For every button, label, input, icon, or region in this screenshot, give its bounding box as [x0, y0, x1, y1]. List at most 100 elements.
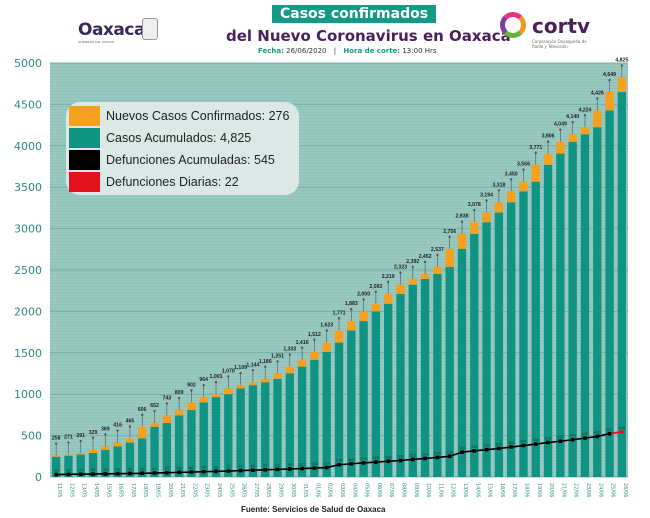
data-label-deaths: 92: [275, 462, 280, 467]
bar-new-cases: [433, 266, 442, 274]
bar-cumulative: [568, 141, 577, 477]
bar-new-cases: [593, 110, 602, 128]
x-tick-label: 28/05: [265, 483, 271, 497]
x-tick-label: 13/06: [462, 483, 468, 497]
data-label-cases: 271: [64, 435, 73, 441]
value-dot: [620, 64, 624, 67]
value-dot: [264, 365, 267, 368]
death-point: [128, 471, 132, 476]
death-point: [521, 443, 526, 448]
bar-cumulative: [310, 359, 319, 477]
bar-new-cases: [125, 438, 135, 443]
bar-new-cases: [470, 222, 479, 234]
value-dot: [546, 140, 550, 143]
bar-cumulative: [506, 202, 516, 478]
value-dot: [202, 383, 205, 387]
bar-cumulative: [174, 415, 184, 477]
data-label-cases: 652: [150, 403, 159, 409]
value-dot: [386, 280, 390, 284]
daily-deaths-segment: [609, 430, 622, 435]
data-label-cases: 3,078: [468, 202, 481, 208]
value-dot: [559, 128, 562, 131]
x-tick-label: 23/05: [204, 483, 210, 497]
value-dot: [485, 199, 488, 202]
y-tick-label: 2500: [14, 264, 42, 277]
bar-new-cases: [248, 382, 258, 386]
data-label-deaths: 45: [140, 466, 145, 471]
data-label-deaths: 450: [569, 433, 576, 438]
data-label-deaths: 470: [582, 431, 589, 436]
data-label-cases: 2,323: [394, 265, 407, 271]
data-label-cases: 2,392: [406, 259, 419, 265]
bar-cumulative: [113, 446, 122, 477]
data-label-cases: 258: [52, 436, 61, 442]
x-tick-label: 12/06: [450, 483, 456, 497]
data-label-cases: 809: [175, 390, 184, 396]
x-tick-label: 18/05: [142, 483, 148, 497]
death-point: [374, 460, 378, 464]
death-point: [312, 466, 317, 470]
cortv-subtext: Corporación Oaxaqueña de Radio y Televis…: [532, 39, 587, 49]
data-label-cases: 1,144: [246, 362, 259, 368]
data-label-deaths: 148: [336, 458, 343, 463]
oaxaca-logo-subtext: GOBIERNO DEL ESTADO: [78, 40, 115, 44]
death-point: [546, 440, 550, 445]
data-label-cases: 1,623: [320, 323, 333, 329]
bar-cumulative: [531, 181, 540, 477]
death-point: [165, 470, 169, 475]
value-dot: [608, 78, 611, 82]
death-point: [423, 456, 427, 461]
bar-cumulative: [64, 455, 73, 477]
bar-cumulative: [519, 191, 528, 477]
value-dot: [300, 346, 304, 349]
bar-cumulative: [261, 382, 270, 477]
death-point: [201, 469, 206, 474]
legend-swatch-black: [69, 150, 100, 170]
data-label-deaths: 114: [324, 461, 331, 466]
bar-new-cases: [101, 446, 110, 450]
value-dot: [165, 402, 169, 405]
bar-cumulative: [224, 394, 233, 477]
bar-new-cases: [224, 388, 233, 395]
x-tick-label: 20/06: [548, 483, 554, 497]
value-dot: [288, 353, 292, 356]
x-tick-label: 12/05: [68, 483, 74, 497]
bar-cumulative: [248, 385, 258, 477]
death-point: [54, 472, 58, 477]
data-label-cases: 4,825: [615, 57, 628, 63]
data-label-cases: 902: [187, 382, 196, 388]
bar-new-cases: [76, 452, 85, 455]
y-tick-label: 4000: [14, 140, 42, 153]
value-dot: [337, 317, 341, 320]
data-label-cases: 416: [113, 423, 122, 429]
x-tick-label: 09/06: [413, 483, 419, 497]
data-label-cases: 3,566: [517, 162, 530, 168]
value-dot: [460, 220, 464, 223]
bar-new-cases: [494, 202, 504, 213]
data-label-cases: 3,906: [542, 134, 555, 140]
value-dot: [227, 375, 230, 378]
bar-new-cases: [519, 181, 528, 192]
y-tick-label: 2000: [14, 305, 42, 318]
data-label-deaths: 32: [66, 467, 71, 472]
bar-cumulative: [580, 134, 590, 477]
data-label-deaths: 48: [152, 466, 157, 471]
data-label-deaths: 56: [177, 465, 182, 470]
meta-separator: |: [333, 47, 337, 55]
data-label-deaths: 160: [348, 457, 355, 462]
x-tick-label: 10/06: [425, 483, 431, 497]
data-label-deaths: 330: [483, 443, 490, 448]
death-point: [361, 461, 366, 465]
bar-cumulative: [470, 233, 479, 477]
legend-label: Casos Acumulados: 4,825: [106, 131, 252, 145]
bar-new-cases: [347, 321, 356, 331]
death-point: [214, 469, 218, 474]
cortv-text: cortv: [532, 14, 591, 38]
data-label-deaths: 38: [103, 467, 108, 472]
oaxaca-logo: Oaxaca: [78, 20, 145, 40]
state-seal-icon: [142, 18, 158, 40]
bar-cumulative: [285, 373, 294, 477]
x-tick-label: 15/06: [487, 483, 493, 497]
hora-label: Hora de corte:: [343, 47, 401, 55]
value-dot: [177, 396, 181, 400]
